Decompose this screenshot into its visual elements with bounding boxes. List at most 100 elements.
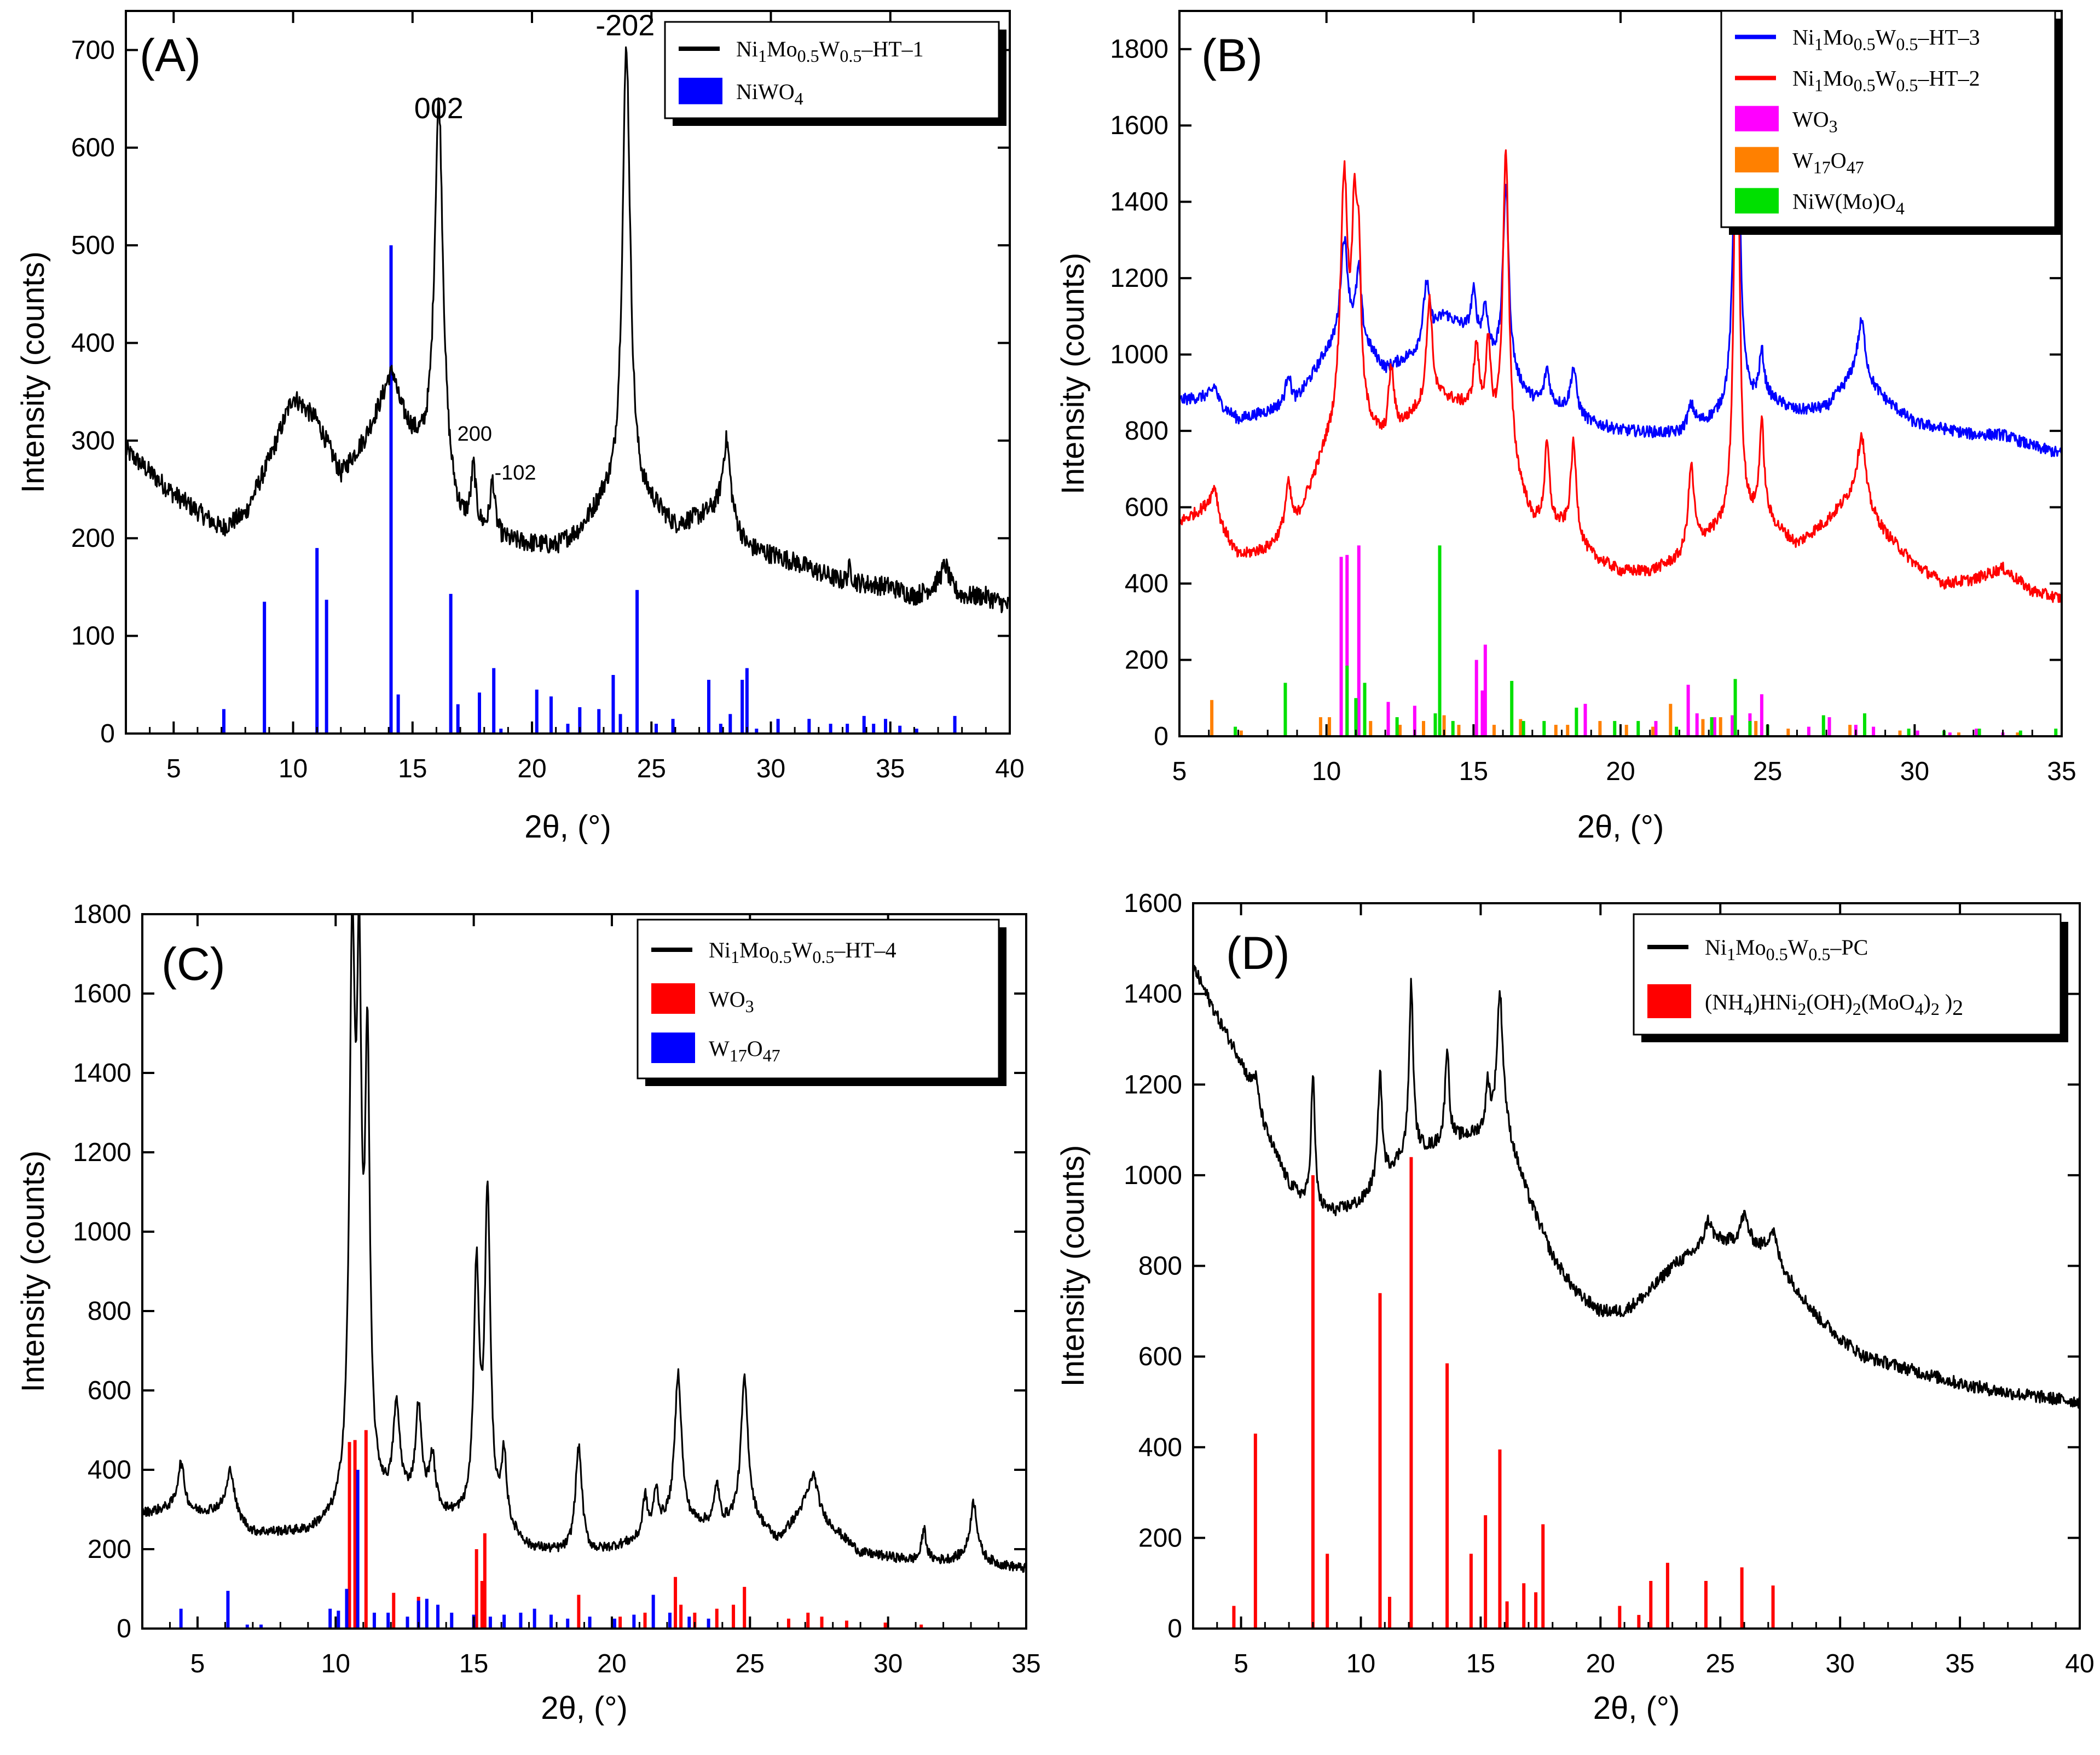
y-tick-label: 800 <box>88 1297 131 1326</box>
y-tick-label: 400 <box>88 1456 131 1485</box>
plot-frame <box>125 10 1011 735</box>
panel-d: 5 10 15 20 25 30 35 400200400600800100012001400… <box>1055 889 2095 1726</box>
legend-entry-label: Ni1Mo0.5W0.5–HT–3 <box>1792 25 1980 54</box>
y-tick-label: 500 <box>71 231 115 260</box>
peak-annotation: 200 <box>458 423 492 446</box>
x-tick-label: 10 <box>1346 1649 1375 1678</box>
x-axis-label: 2θ, (°) <box>1593 1690 1680 1726</box>
y-tick-label: 100 <box>71 622 115 651</box>
y-tick-label: 1600 <box>73 979 131 1008</box>
x-axis-label: 2θ, (°) <box>1577 809 1664 845</box>
x-tick-label: 5 <box>1172 757 1187 786</box>
y-tick-label: 400 <box>71 328 115 357</box>
y-tick-label: 1600 <box>1110 111 1168 140</box>
diffraction-pattern-line <box>142 914 1026 1573</box>
y-tick-label: 200 <box>1138 1523 1182 1552</box>
y-tick-label: 1400 <box>73 1059 131 1088</box>
legend-entry-label: Ni1Mo0.5W0.5–HT–4 <box>709 938 896 967</box>
legend-entry-label: WO3 <box>709 987 754 1016</box>
x-tick-label: 35 <box>2047 757 2076 786</box>
panel-label: (C) <box>161 938 225 990</box>
legend: Ni1Mo0.5W0.5–HT–4 WO3 W17O47 <box>637 919 1006 1086</box>
y-tick-label: 200 <box>88 1535 131 1564</box>
y-tick-label: 0 <box>117 1614 131 1643</box>
x-tick-label: 20 <box>517 754 546 783</box>
reference-pattern <box>179 1470 710 1629</box>
y-tick-label: 0 <box>100 719 115 748</box>
y-tick-label: 800 <box>1138 1252 1182 1281</box>
panel-b: 5 10 15 20 25 30 35 0 200 400 600 800 1000 1200 1400 16… <box>1055 10 2076 845</box>
legend-entry-label: Ni1Mo0.5W0.5–HT–2 <box>1792 66 1980 95</box>
x-tick-label: 35 <box>1011 1649 1040 1678</box>
x-tick-label: 25 <box>1753 757 1782 786</box>
y-tick-label: 600 <box>71 134 115 163</box>
reference-pattern <box>1234 545 2058 736</box>
panel-a: 5 10 15 20 25 30 35 4001002003004005006007002θ,… <box>15 9 1025 845</box>
x-tick-label: 30 <box>756 754 785 783</box>
panel-label: (B) <box>1201 30 1263 81</box>
x-tick-label: 25 <box>637 754 666 783</box>
legend-swatch-block <box>651 983 695 1014</box>
peak-annotation: -102 <box>494 461 536 484</box>
x-tick-label: 5 <box>1234 1649 1248 1678</box>
reference-pattern <box>1232 1157 1775 1629</box>
x-tick-label: 35 <box>1945 1649 1974 1678</box>
legend-swatch-block <box>1735 147 1779 172</box>
y-tick-label: 1400 <box>1110 188 1168 217</box>
x-tick-label: 30 <box>1825 1649 1854 1678</box>
x-tick-label: 10 <box>279 754 308 783</box>
y-tick-label: 1200 <box>1124 1070 1182 1099</box>
x-tick-label: 15 <box>398 754 427 783</box>
y-tick-label: 1200 <box>73 1138 131 1167</box>
y-tick-label: 700 <box>71 36 115 65</box>
x-tick-label: 40 <box>995 754 1024 783</box>
y-tick-label: 600 <box>1138 1342 1182 1371</box>
legend-swatch-block <box>1735 106 1779 131</box>
legend-swatch-block <box>679 78 722 105</box>
y-tick-label: 600 <box>1125 493 1168 522</box>
x-tick-label: 20 <box>597 1649 626 1678</box>
y-tick-label: 1000 <box>73 1217 131 1246</box>
panel-label: (D) <box>1226 927 1290 979</box>
legend: Ni1Mo0.5W0.5–PC(NH4)HNi2(OH)2(MoO4)2 )2 <box>1633 913 2068 1042</box>
y-axis-label: Intensity (counts) <box>15 1151 51 1393</box>
panel-label: (A) <box>140 30 201 81</box>
x-tick-label: 40 <box>2065 1649 2094 1678</box>
legend-swatch-block <box>1735 188 1779 213</box>
legend: Ni1Mo0.5W0.5–HT–3Ni1Mo0.5W0.5–HT–2WO3W17… <box>1720 10 2063 235</box>
plot-area <box>126 46 1010 734</box>
x-tick-label: 20 <box>1586 1649 1615 1678</box>
y-axis-label: Intensity (counts) <box>15 251 51 493</box>
x-axis-label: 2θ, (°) <box>524 809 611 845</box>
y-tick-label: 600 <box>88 1376 131 1405</box>
x-tick-label: 5 <box>190 1649 205 1678</box>
x-tick-label: 30 <box>873 1649 903 1678</box>
x-tick-label: 10 <box>321 1649 350 1678</box>
y-tick-label: 1600 <box>1124 889 1182 918</box>
y-tick-label: 1000 <box>1110 340 1168 370</box>
legend: Ni1Mo0.5W0.5–HT–1 NiWO4 <box>664 21 1006 126</box>
y-tick-label: 1000 <box>1124 1161 1182 1190</box>
y-axis-label: Intensity (counts) <box>1055 1145 1091 1387</box>
x-tick-label: 5 <box>166 754 181 783</box>
x-tick-label: 20 <box>1606 757 1635 786</box>
plot-area <box>1193 965 2080 1629</box>
diffraction-pattern-line <box>1193 965 2080 1409</box>
y-axis-label: Intensity (counts) <box>1055 253 1091 495</box>
x-tick-label: 15 <box>1466 1649 1495 1678</box>
peak-annotation: -202 <box>595 9 655 42</box>
x-tick-label: 35 <box>876 754 905 783</box>
x-tick-label: 25 <box>736 1649 765 1678</box>
y-tick-label: 0 <box>1167 1614 1182 1643</box>
legend-box <box>637 919 1000 1079</box>
peak-annotation: 002 <box>414 92 464 125</box>
plot-area <box>142 914 1026 1629</box>
diffraction-pattern-line <box>1179 25 2062 458</box>
diffraction-pattern-line <box>126 46 1010 614</box>
y-tick-label: 300 <box>71 426 115 455</box>
y-tick-label: 1800 <box>1110 35 1168 64</box>
reference-pattern <box>222 245 957 734</box>
legend-entry-label: NiW(Mo)O4 <box>1792 189 1905 218</box>
